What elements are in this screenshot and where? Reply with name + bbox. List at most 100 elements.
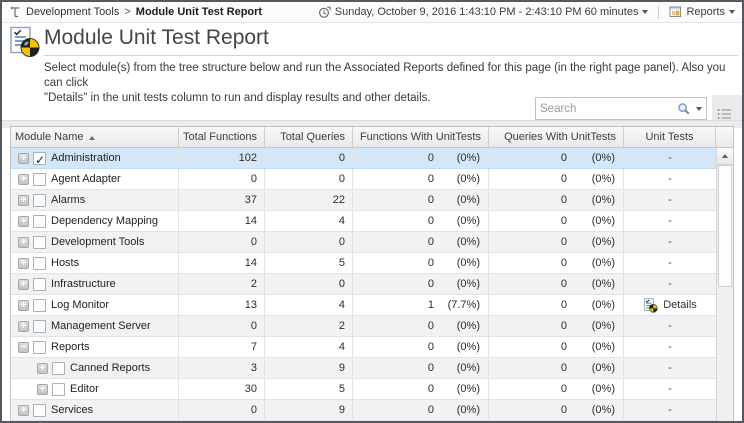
table-row[interactable]: + Dependency Mapping 14 4 0 (0%) 0 (0%): [11, 211, 716, 232]
column-customizer-icon[interactable]: [717, 108, 732, 120]
expand-toggle[interactable]: +: [18, 194, 29, 206]
expand-toggle[interactable]: +: [18, 404, 29, 416]
total-queries-value: 0: [265, 232, 353, 252]
module-name-label: Canned Reports: [70, 362, 151, 374]
table-row[interactable]: + Services 0 9 0 (0%) 0 (0%): [11, 400, 716, 421]
module-name-label: Agent Adapter: [51, 173, 121, 185]
page-description: Select module(s) from the tree structure…: [44, 61, 742, 106]
module-name-label: Alarms: [51, 194, 86, 206]
queries-with-unittests-pct: (0%): [591, 362, 615, 374]
row-checkbox[interactable]: [33, 235, 46, 249]
expand-toggle[interactable]: +: [18, 257, 29, 269]
functions-with-unittests-cell: 0 (0%): [353, 211, 489, 231]
functions-with-unittests-count: 1: [427, 299, 434, 311]
expand-toggle[interactable]: +: [18, 278, 29, 290]
table-row[interactable]: + Log Monitor 13 4 1 (7.7%) 0 (0%): [11, 295, 716, 316]
row-checkbox[interactable]: [33, 403, 46, 417]
table-header: Module Name Total Functions Total Querie…: [11, 127, 733, 148]
search-input[interactable]: [540, 102, 677, 115]
queries-with-unittests-pct: (0%): [591, 152, 615, 164]
unit-tests-dash: -: [668, 194, 672, 206]
functions-with-unittests-pct: (0%): [456, 152, 480, 164]
expand-toggle[interactable]: +: [18, 299, 29, 311]
row-checkbox[interactable]: [33, 298, 46, 312]
toolbar-strip: [2, 120, 742, 128]
expand-toggle[interactable]: +: [18, 215, 29, 227]
table-row[interactable]: + Canned Reports 3 9 0 (0%) 0 (0%): [11, 358, 716, 379]
table-row[interactable]: + Agent Adapter 0 0 0 (0%) 0 (0%): [11, 169, 716, 190]
scrollbar-thumb[interactable]: [718, 165, 732, 287]
row-checkbox[interactable]: [33, 193, 46, 207]
search-options-dropdown[interactable]: [696, 106, 702, 111]
column-header-unit-tests[interactable]: Unit Tests: [624, 127, 716, 147]
functions-with-unittests-pct: (0%): [456, 194, 480, 206]
details-link[interactable]: Details: [643, 295, 697, 315]
scrollbar-up-button[interactable]: [717, 148, 733, 165]
unit-tests-dash: -: [668, 173, 672, 185]
functions-with-unittests-count: 0: [427, 383, 434, 395]
row-checkbox[interactable]: [33, 256, 46, 270]
expand-toggle[interactable]: −: [18, 341, 29, 353]
row-checkbox[interactable]: [33, 172, 46, 186]
column-header-functions-with-unittests[interactable]: Functions With UnitTests: [353, 127, 489, 147]
queries-with-unittests-cell: 0 (0%): [489, 232, 624, 252]
queries-with-unittests-pct: (0%): [591, 278, 615, 290]
table-row[interactable]: + Infrastructure 2 0 0 (0%) 0 (0%): [11, 274, 716, 295]
chevron-down-icon: [642, 10, 649, 14]
functions-with-unittests-cell: 1 (7.7%): [353, 295, 489, 315]
breadcrumb-parent[interactable]: Development Tools: [26, 6, 120, 18]
row-checkbox[interactable]: [33, 340, 46, 354]
row-checkbox[interactable]: [33, 277, 46, 291]
expand-toggle[interactable]: +: [18, 320, 29, 332]
total-functions-value: 2: [179, 274, 265, 294]
search-icon[interactable]: [677, 102, 691, 116]
module-name-label: Editor: [70, 383, 99, 395]
functions-with-unittests-pct: (0%): [456, 404, 480, 416]
row-checkbox[interactable]: [33, 150, 46, 168]
column-header-queries-with-unittests[interactable]: Queries With UnitTests: [489, 127, 624, 147]
functions-with-unittests-pct: (0%): [456, 320, 480, 332]
search-box: [535, 97, 707, 120]
vertical-scrollbar[interactable]: [716, 148, 733, 421]
table-row[interactable]: + Hosts 14 5 0 (0%) 0 (0%): [11, 253, 716, 274]
queries-with-unittests-pct: (0%): [591, 320, 615, 332]
expand-toggle[interactable]: +: [37, 383, 48, 395]
expand-toggle[interactable]: +: [18, 173, 29, 185]
table-row[interactable]: + Development Tools 0 0 0 (0%) 0 (0%): [11, 232, 716, 253]
functions-with-unittests-cell: 0 (0%): [353, 169, 489, 189]
queries-with-unittests-count: 0: [560, 278, 567, 290]
unit-tests-cell: -: [624, 400, 716, 420]
queries-with-unittests-count: 0: [560, 404, 567, 416]
table-row[interactable]: + Management Server 0 2 0 (0%) 0 (0%): [11, 316, 716, 337]
table-row[interactable]: + Administration 102 0 0 (0%) 0 (0%): [11, 148, 716, 169]
queries-with-unittests-count: 0: [560, 299, 567, 311]
unit-tests-dash: -: [668, 236, 672, 248]
reports-button[interactable]: Reports: [669, 6, 735, 18]
column-header-module-name[interactable]: Module Name: [11, 127, 179, 147]
time-range-selector[interactable]: Sunday, October 9, 2016 1:43:10 PM - 2:4…: [318, 6, 649, 19]
table-row[interactable]: + Editor 30 5 0 (0%) 0 (0%): [11, 379, 716, 400]
queries-with-unittests-cell: 0 (0%): [489, 274, 624, 294]
table-row[interactable]: − Reports 7 4 0 (0%) 0 (0%): [11, 337, 716, 358]
expand-toggle[interactable]: +: [18, 236, 29, 248]
queries-with-unittests-count: 0: [560, 215, 567, 227]
row-checkbox[interactable]: [33, 214, 46, 228]
queries-with-unittests-cell: 0 (0%): [489, 253, 624, 273]
arrow-up-icon: [722, 154, 728, 158]
module-name-label: Hosts: [51, 257, 80, 269]
unit-tests-cell: -: [624, 358, 716, 378]
column-header-total-queries[interactable]: Total Queries: [265, 127, 353, 147]
unit-tests-cell: -: [624, 274, 716, 294]
column-header-total-functions[interactable]: Total Functions: [179, 127, 265, 147]
row-checkbox[interactable]: [52, 361, 65, 375]
title-divider: [44, 55, 738, 56]
row-checkbox[interactable]: [33, 319, 46, 333]
module-unit-test-report-icon: [10, 26, 40, 57]
table-row[interactable]: + Alarms 37 22 0 (0%) 0 (0%): [11, 190, 716, 211]
queries-with-unittests-cell: 0 (0%): [489, 169, 624, 189]
unit-tests-cell: -: [624, 379, 716, 399]
expand-toggle[interactable]: +: [18, 152, 29, 164]
row-checkbox[interactable]: [52, 382, 65, 396]
expand-toggle[interactable]: +: [37, 362, 48, 374]
